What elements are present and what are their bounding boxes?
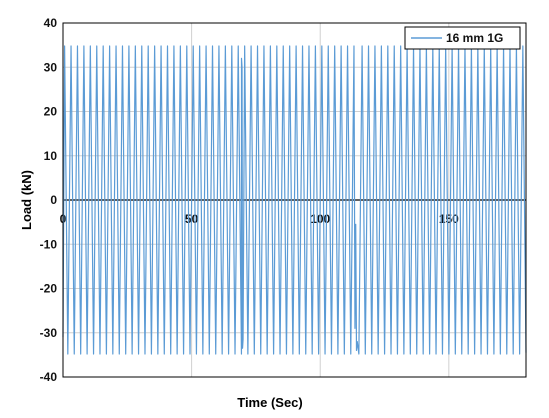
y-tick-label: -30 [40,326,58,340]
y-tick-label: 20 [44,105,58,119]
series-layer [62,45,527,355]
y-tick-label: -10 [40,237,58,251]
y-axis-title: Load (kN) [19,170,34,230]
y-tick-label: 40 [44,16,58,30]
series-line-16mm-1g [62,45,527,355]
legend-label: 16 mm 1G [446,31,503,45]
plot-border [62,22,527,378]
y-tick-label: 30 [44,60,58,74]
y-tick-label: 0 [50,193,57,207]
legend: 16 mm 1G [404,26,521,50]
y-tick-label: -20 [40,282,58,296]
y-tick-label: -40 [40,370,58,384]
legend-box [404,26,521,50]
y-tick-label: 10 [44,149,58,163]
x-axis-title: Time (Sec) [237,395,303,410]
